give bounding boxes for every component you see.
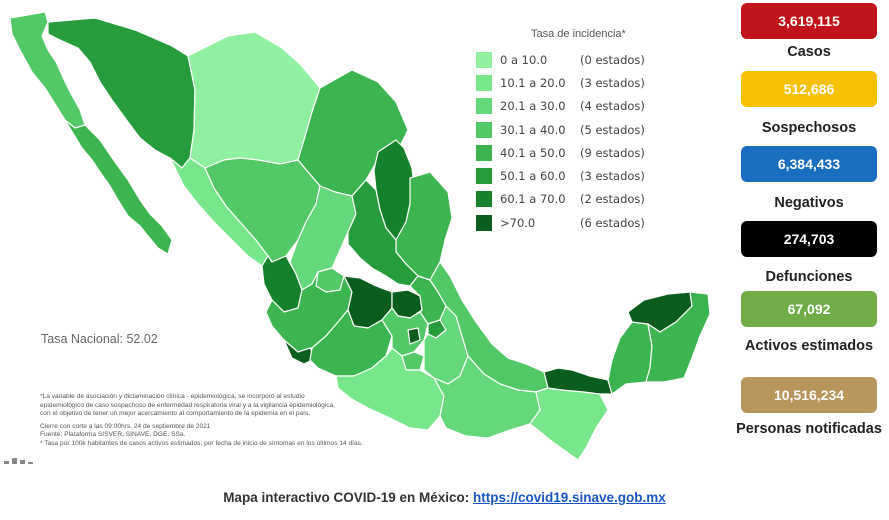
- stat-value-box: 10,516,234: [741, 377, 877, 413]
- legend-row: 0 a 10.0 (0 estados): [476, 48, 676, 71]
- legend-range: 60.1 a 70.0: [500, 192, 566, 207]
- legend-range: >70.0: [500, 215, 536, 230]
- note-line: * Tasa por 100k habitantes de casos acti…: [40, 439, 363, 447]
- legend-swatch: [476, 98, 492, 115]
- legend-swatch: [476, 144, 492, 161]
- legend-range: 50.1 a 60.0: [500, 169, 566, 184]
- note-line: *La variable de asociación y dictaminaci…: [40, 393, 305, 400]
- footer-link[interactable]: https://covid19.sinave.gob.mx: [473, 490, 666, 505]
- legend-count: (2 estados): [580, 192, 645, 207]
- legend-count: (5 estados): [580, 122, 645, 137]
- stat-value-box: 6,384,433: [741, 146, 877, 182]
- legend-range: 40.1 a 50.0: [500, 145, 566, 160]
- legend-swatch: [476, 168, 492, 185]
- legend-row: 50.1 a 60.0 (3 estados): [476, 164, 676, 187]
- legend-range: 0 a 10.0: [500, 52, 548, 67]
- legend-swatch: [476, 51, 492, 68]
- note-line: Fuente: Plataforma SISVER, SINAVE, DGE, …: [40, 431, 186, 439]
- stat-value-box: 274,703: [741, 221, 877, 257]
- state-campeche[interactable]: [607, 321, 653, 395]
- legend-range: 10.1 a 20.0: [500, 75, 566, 90]
- legend-row: 10.1 a 20.0 (3 estados): [476, 71, 676, 94]
- note-line: con el objetivo de tener un mejor acerca…: [40, 410, 311, 418]
- footer: Mapa interactivo COVID-19 en México: htt…: [0, 490, 889, 505]
- legend-row: 60.1 a 70.0 (2 estados): [476, 188, 676, 211]
- legend-count: (3 estados): [580, 75, 645, 90]
- legend-count: (4 estados): [580, 99, 645, 114]
- legend-count: (0 estados): [580, 52, 645, 67]
- stat-label: Personas notificadas: [736, 421, 882, 437]
- note-line: Cierre con corte a las 09:00hrs, 24 de s…: [40, 422, 211, 430]
- legend-row: >70.0 (6 estados): [476, 211, 676, 234]
- stat-value-box: 67,092: [741, 291, 877, 327]
- stat-label: Defunciones: [765, 269, 853, 285]
- legend-range: 30.1 a 40.0: [500, 122, 566, 137]
- stat-label: Negativos: [774, 195, 844, 211]
- state-quintana-roo[interactable]: [645, 291, 711, 383]
- stat-value-box: 3,619,115: [741, 3, 877, 39]
- state-chiapas[interactable]: [529, 387, 609, 461]
- legend-swatch: [476, 121, 492, 138]
- legend-range: 20.1 a 30.0: [500, 99, 566, 114]
- footnotes: *La variable de asociación y dictaminaci…: [40, 393, 430, 449]
- legend-count: (9 estados): [580, 145, 645, 160]
- note-line: epidemiológico de caso sospechoso de enf…: [40, 401, 336, 409]
- state-ciudad-de-mexico[interactable]: [407, 327, 421, 345]
- legend-row: 20.1 a 30.0 (4 estados): [476, 95, 676, 118]
- state-estado-de-mexico[interactable]: [381, 307, 429, 357]
- stat-value-box: 512,686: [741, 71, 877, 107]
- legend-count: (3 estados): [580, 169, 645, 184]
- legend-row: 40.1 a 50.0 (9 estados): [476, 141, 676, 164]
- legend-swatch: [476, 191, 492, 208]
- brand-logo-icon: [4, 458, 33, 464]
- stat-label: Sospechosos: [761, 120, 857, 136]
- state-sonora[interactable]: [47, 17, 196, 169]
- stat-label: Activos estimados: [744, 338, 874, 354]
- legend-swatch: [476, 74, 492, 91]
- state-chihuahua[interactable]: [187, 31, 321, 169]
- state-baja-california-sur[interactable]: [64, 119, 173, 255]
- national-rate-label: Tasa Nacional: 52.02: [41, 332, 158, 346]
- footer-text: Mapa interactivo COVID-19 en México:: [223, 490, 474, 505]
- mexico-map: [9, 11, 711, 461]
- legend-row: 30.1 a 40.0 (5 estados): [476, 118, 676, 141]
- legend-title: Tasa de incidencia*: [531, 28, 626, 40]
- incidence-legend: Tasa de incidencia* 0 a 10.0 (0 estados) 1…: [476, 28, 676, 234]
- legend-swatch: [476, 214, 492, 231]
- legend-count: (6 estados): [580, 215, 645, 230]
- state-aguascalientes[interactable]: [315, 267, 345, 293]
- stat-label: Casos: [787, 44, 831, 60]
